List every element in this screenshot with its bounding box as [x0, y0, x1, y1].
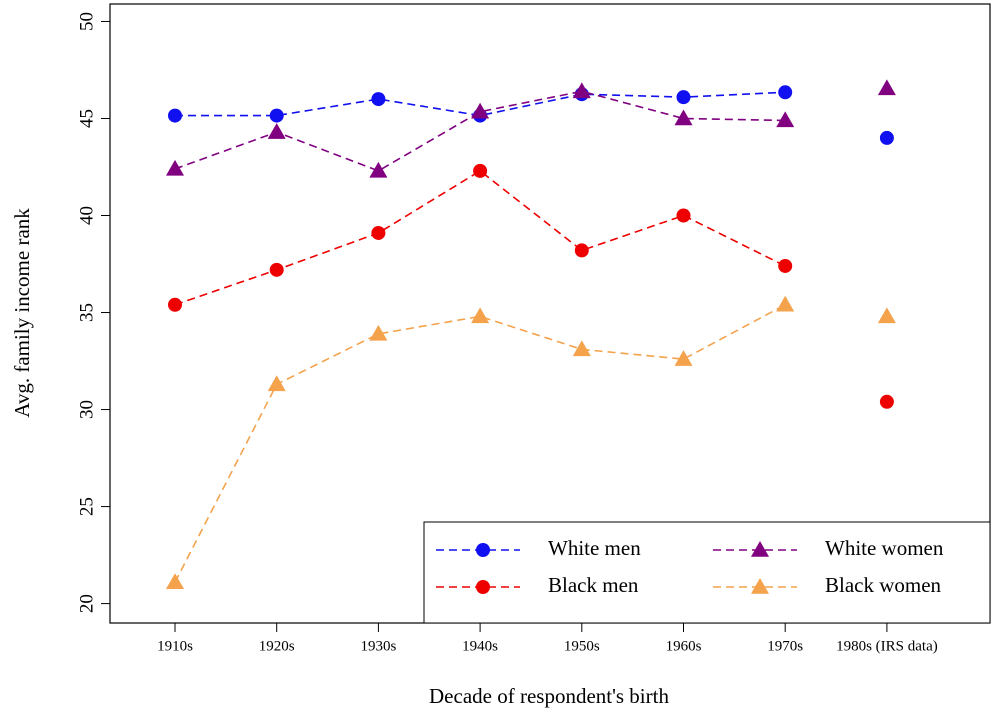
x-tick-label: 1910s	[157, 638, 193, 654]
point	[369, 161, 388, 178]
point	[572, 340, 591, 357]
point	[473, 163, 488, 178]
point	[778, 258, 793, 273]
x-tick-label: 1960s	[666, 638, 702, 654]
point	[267, 123, 286, 139]
x-tick-label: 1920s	[259, 638, 295, 654]
y-tick-label: 25	[76, 497, 97, 516]
y-tick-label: 30	[76, 400, 97, 419]
point	[269, 108, 284, 123]
point	[371, 225, 386, 240]
y-tick-label: 45	[76, 109, 97, 128]
point	[676, 208, 691, 223]
point	[166, 159, 184, 176]
legend-marker	[476, 580, 490, 594]
point	[676, 90, 691, 105]
x-tick-label: 1980s (IRS data)	[836, 638, 938, 654]
point	[267, 375, 286, 392]
point	[877, 307, 896, 324]
y-tick-label: 50	[76, 12, 97, 31]
x-tick-label: 1950s	[564, 638, 600, 654]
legend-label: White men	[548, 536, 641, 560]
legend-marker	[751, 541, 769, 557]
legend-label: Black women	[825, 573, 942, 597]
point	[572, 82, 591, 99]
point	[168, 297, 182, 312]
legend-box	[423, 521, 991, 624]
legend-marker	[751, 578, 769, 594]
point	[674, 109, 693, 126]
y-tick-label: 40	[76, 206, 97, 225]
legend-label: White women	[825, 536, 944, 560]
point	[776, 295, 795, 312]
x-axis-label: Decade of respondent's birth	[429, 684, 669, 708]
y-axis-label: Avg. family income rank	[10, 208, 34, 418]
point	[168, 108, 182, 123]
point	[776, 111, 795, 128]
point	[877, 79, 896, 96]
series-line	[174, 169, 786, 306]
point	[674, 350, 693, 366]
point	[371, 92, 386, 107]
point	[778, 85, 793, 100]
y-tick-label: 35	[76, 303, 97, 322]
x-tick-label: 1940s	[462, 638, 498, 654]
point	[369, 324, 388, 341]
legend-label: Black men	[548, 573, 639, 597]
point	[269, 262, 284, 277]
point	[879, 130, 894, 145]
point	[574, 243, 589, 258]
y-tick-label: 20	[76, 594, 97, 613]
legend-marker	[476, 543, 490, 557]
point	[879, 394, 894, 409]
x-tick-label: 1970s	[767, 638, 803, 654]
point	[166, 573, 184, 590]
point	[471, 102, 490, 119]
point	[471, 307, 490, 324]
x-tick-label: 1930s	[360, 638, 396, 654]
